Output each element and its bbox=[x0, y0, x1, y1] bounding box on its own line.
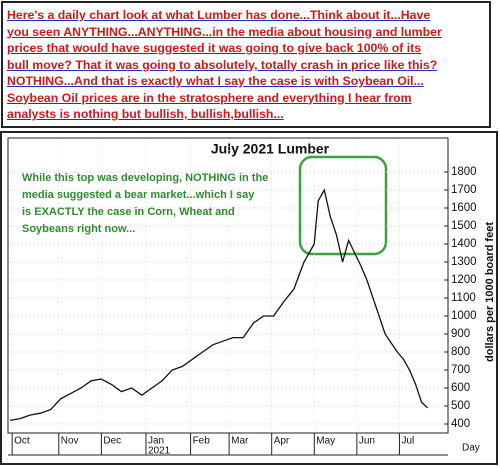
x-tick-label: Dec bbox=[103, 436, 121, 447]
y-tick-label: 1400 bbox=[451, 238, 477, 250]
x-tick-label: Feb bbox=[193, 436, 211, 447]
x-tick-label: Mar bbox=[231, 436, 249, 447]
annotation: media suggested a bear market...which I … bbox=[22, 189, 255, 201]
y-tick-label: 400 bbox=[451, 418, 470, 430]
y-tick-label: 1000 bbox=[451, 310, 477, 322]
x-tick-label: May bbox=[316, 436, 335, 447]
y-tick-label: 1100 bbox=[451, 292, 476, 304]
y-tick-label: 1500 bbox=[451, 220, 477, 232]
x-tick-label: Apr bbox=[274, 436, 290, 447]
commentary-line: Soybean Oil prices are in the stratosphe… bbox=[7, 90, 412, 105]
y-tick-label: 1600 bbox=[451, 202, 477, 214]
highlight-box bbox=[298, 155, 388, 256]
y-tick-label: 1200 bbox=[451, 274, 477, 286]
commentary-line: you seen ANYTHING...ANYTHING...in the me… bbox=[7, 24, 442, 39]
y-tick-label: 700 bbox=[451, 364, 470, 376]
y-tick-label: 1700 bbox=[451, 184, 477, 196]
x-axis-label: Day bbox=[462, 443, 480, 454]
annotation: Soybeans right now... bbox=[22, 223, 135, 235]
commentary-line: Here's a daily chart look at what Lumber… bbox=[7, 8, 431, 22]
annotation: is EXACTLY the case in Corn, Wheat and bbox=[22, 206, 235, 218]
y-tick-label: 500 bbox=[451, 400, 470, 412]
chart-title: July 2021 Lumber bbox=[211, 141, 330, 157]
annotation: While this top was developing, NOTHING i… bbox=[22, 172, 268, 184]
y-tick-label: 800 bbox=[451, 346, 470, 358]
y-tick-label: 900 bbox=[451, 328, 470, 340]
year-label: 2021 bbox=[148, 446, 171, 457]
chart: July 2021 Lumber dollars per 1000 board … bbox=[0, 131, 498, 465]
x-tick-label: Jan bbox=[148, 436, 164, 447]
chart-frame bbox=[0, 131, 498, 465]
x-tick-label: Oct bbox=[14, 436, 30, 447]
x-tick-label: Nov bbox=[61, 436, 79, 447]
y-tick-label: 1300 bbox=[451, 256, 477, 268]
commentary-line: bull move? That it was going to absolute… bbox=[7, 57, 438, 72]
x-tick-label: Jun bbox=[359, 436, 375, 447]
commentary-line: prices that would have suggested it was … bbox=[7, 41, 422, 55]
commentary-box: Here's a daily chart look at what Lumber… bbox=[1, 1, 491, 128]
x-tick-label: Jul bbox=[401, 436, 414, 447]
y-axis-label: dollars per 1000 board feet bbox=[484, 222, 496, 362]
price-line bbox=[9, 188, 429, 422]
commentary-line: NOTHING...And that is exactly what I say… bbox=[7, 74, 424, 88]
commentary-line: analysts is nothing but bullish, bullish… bbox=[7, 107, 284, 121]
y-tick-label: 1800 bbox=[451, 166, 477, 178]
y-tick-label: 600 bbox=[451, 382, 470, 394]
